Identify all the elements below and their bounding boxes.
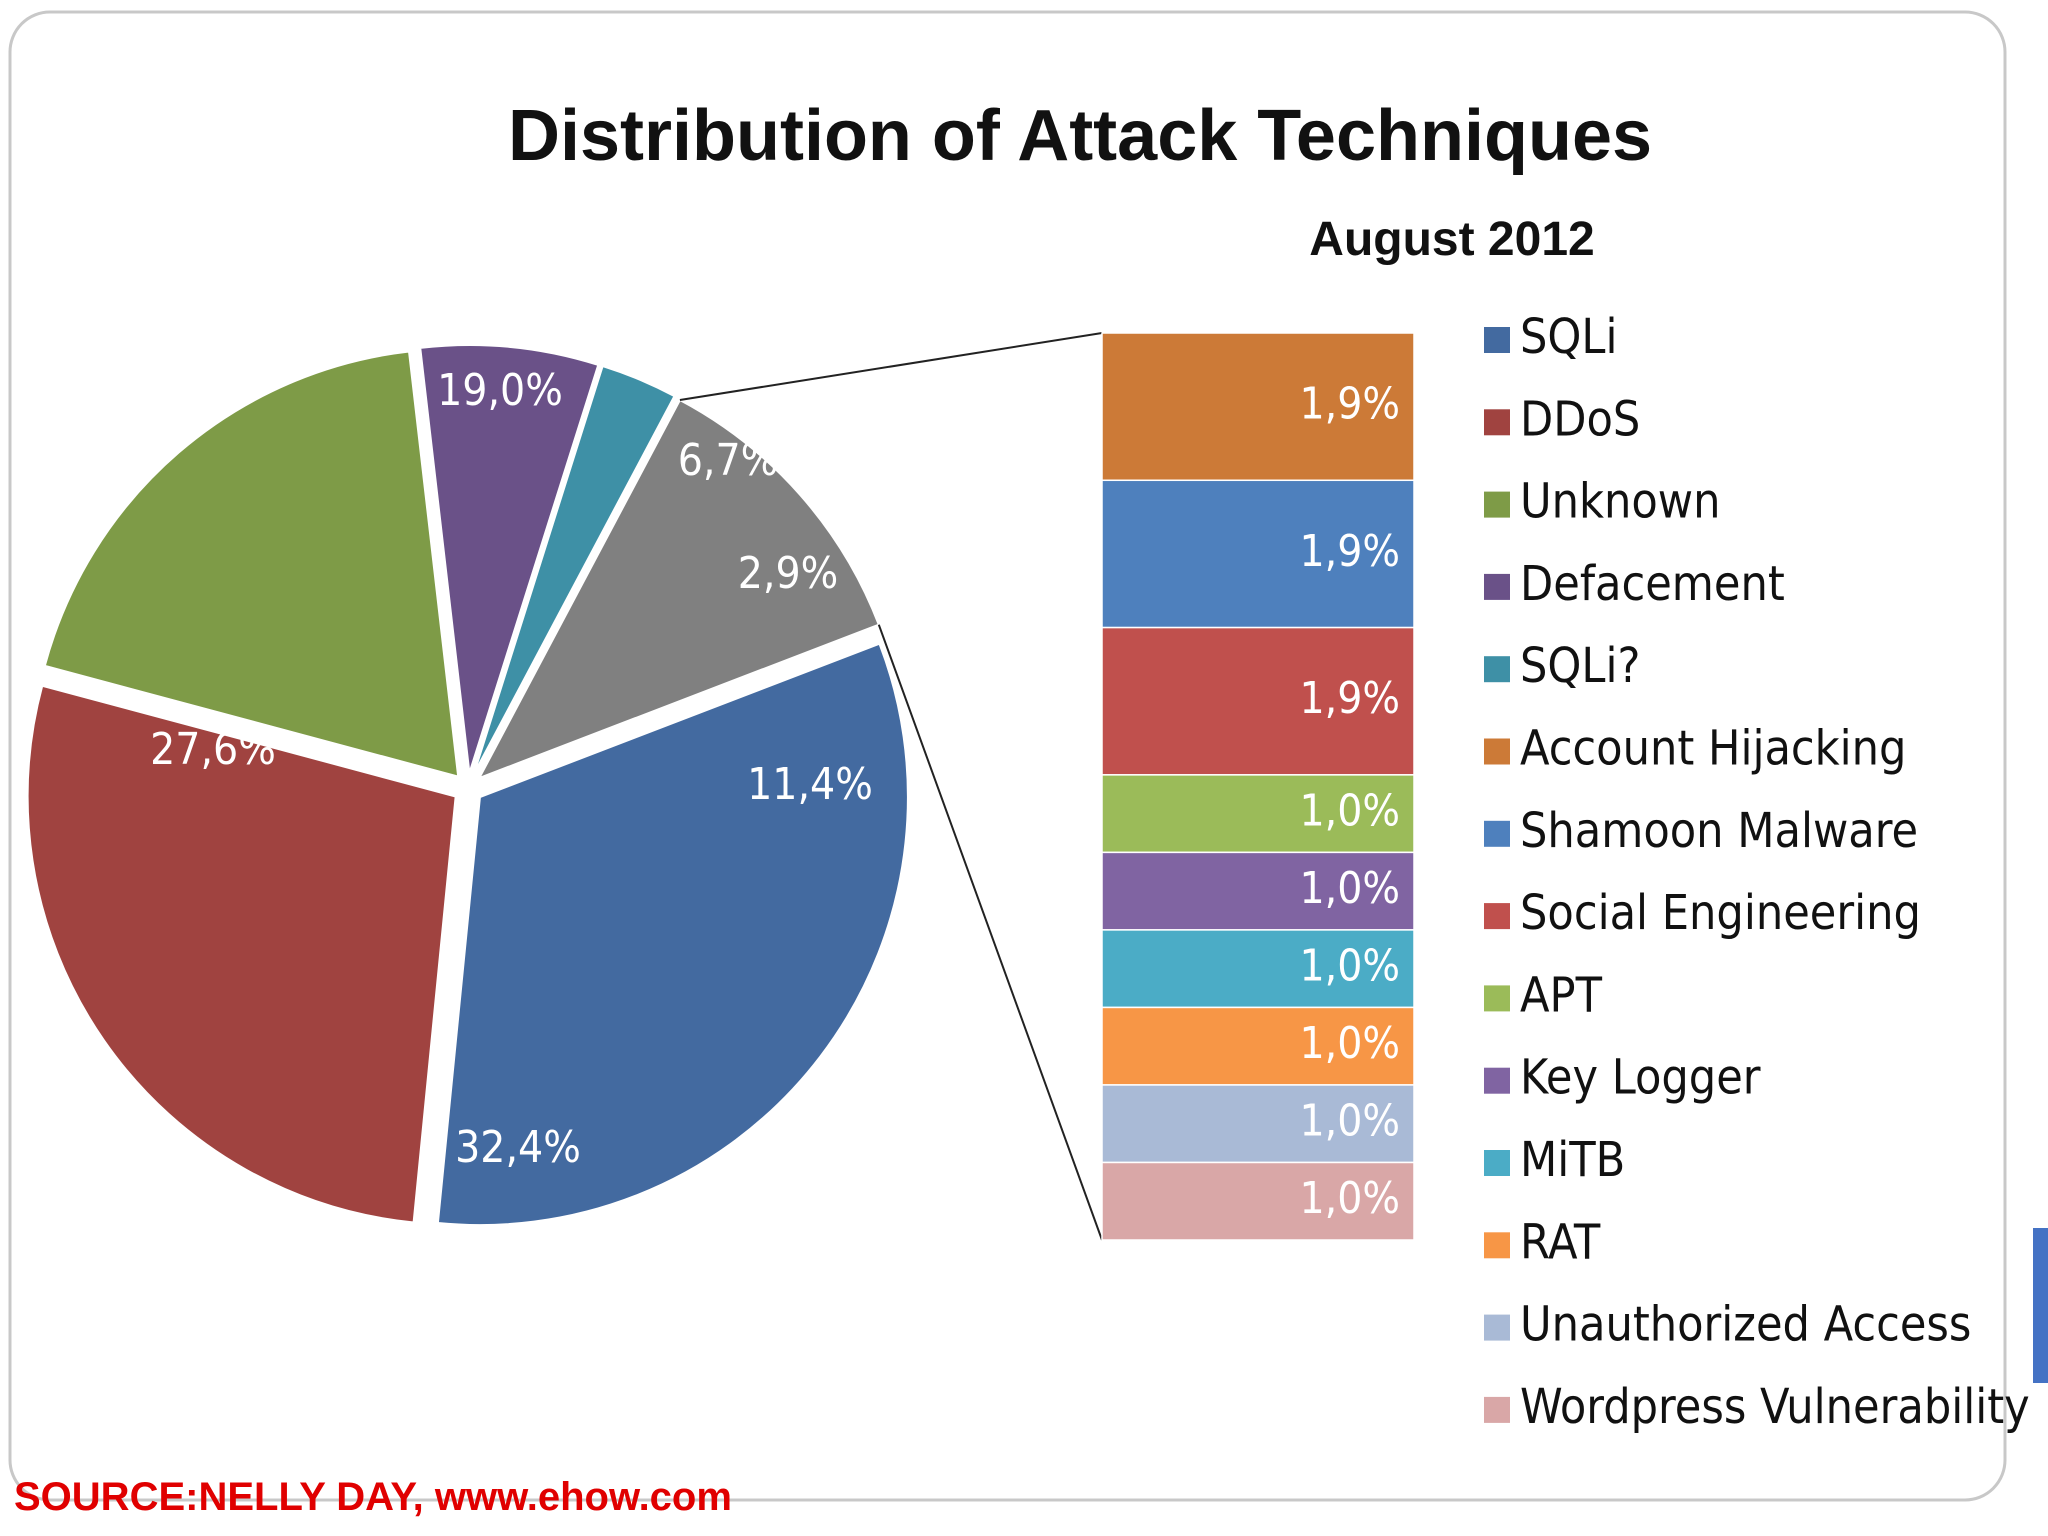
pie-data-label-sqli: 2,9% [738, 548, 839, 599]
bar-segment-account-hijacking [1101, 332, 1415, 482]
bar-data-label-rat: 1,0% [1299, 1018, 1400, 1069]
legend-label-key-logger: Key Logger [1520, 1050, 1761, 1106]
pie-slice-ddos [26, 684, 457, 1224]
chart-subtitle: August 2012 [1309, 213, 1594, 266]
legend-swatch-sqli [1484, 327, 1510, 353]
legend-swatch-defacement [1484, 573, 1510, 600]
bar-data-label-key-logger: 1,0% [1299, 863, 1400, 914]
slide-side-tab [2033, 1228, 2048, 1383]
legend-label-sqli: SQLi? [1520, 638, 1640, 694]
bar-data-label-shamoon-malware: 1,9% [1299, 526, 1400, 577]
legend-swatch-rat [1484, 1232, 1510, 1259]
bar-segment-apt [1101, 774, 1415, 854]
legend-label-wordpress-vulnerability: Wordpress Vulnerability [1520, 1379, 2030, 1435]
bar-segment-social-engineering [1101, 626, 1415, 776]
bar-data-label-unauthorized-access: 1,0% [1299, 1096, 1400, 1147]
legend: SQLi DDoS Unknown Defacement SQLi? Account Hi… [1484, 309, 2030, 1435]
legend-swatch-ddos [1484, 409, 1510, 436]
bar-data-label-wordpress-vulnerability: 1,0% [1299, 1173, 1400, 1224]
legend-label-account-hijacking: Account Hijacking [1520, 721, 1906, 777]
legend-swatch-mitb [1484, 1150, 1510, 1176]
bar-segment-unauthorized-access [1101, 1084, 1415, 1164]
legend-label-social-engineering: Social Engineering [1520, 885, 1921, 941]
legend-swatch-unauthorized-access [1484, 1314, 1510, 1341]
legend-label-unknown: Unknown [1520, 474, 1720, 530]
pie-slice-defacement [419, 344, 600, 774]
pie: 32,4% 27,6% 19,0% 6,7% 2,9% 11,4% [26, 344, 909, 1227]
bar-data-label-social-engineering: 1,9% [1299, 673, 1400, 724]
legend-swatch-sqli [1484, 656, 1510, 683]
pie-data-label-ddos: 27,6% [150, 724, 276, 775]
legend-swatch-social-engineering [1484, 903, 1510, 930]
legend-swatch-wordpress-vulnerability [1484, 1396, 1510, 1423]
legend-label-ddos: DDoS [1520, 391, 1640, 447]
bar-data-label-mitb: 1,0% [1299, 941, 1400, 992]
chart-title: Distribution of Attack Techniques [508, 96, 1652, 176]
legend-swatch-apt [1484, 985, 1510, 1012]
pie-slice-sqli [472, 364, 676, 775]
bar-segment-shamoon-malware [1101, 479, 1415, 629]
connector-line-top [679, 332, 1103, 402]
bar-data-label-account-hijacking: 1,9% [1299, 379, 1400, 430]
bar-segment-wordpress-vulnerability [1101, 1161, 1415, 1241]
bar-data-label-apt: 1,0% [1299, 786, 1400, 837]
legend-swatch-key-logger [1484, 1067, 1510, 1094]
legend-label-mitb: MiTB [1520, 1132, 1625, 1188]
legend-label-defacement: Defacement [1520, 556, 1785, 612]
legend-swatch-account-hijacking [1484, 738, 1510, 765]
legend-label-shamoon-malware: Shamoon Malware [1520, 803, 1918, 859]
legend-label-rat: RAT [1520, 1214, 1601, 1270]
pie-slice-unknown [43, 350, 460, 778]
legend-label-sqli: SQLi [1520, 309, 1617, 365]
bar-segment-key-logger [1101, 851, 1415, 931]
pie-slice-other [477, 398, 881, 780]
pie-data-label-defacement: 6,7% [678, 435, 779, 486]
breakdown-stacked-bar: 1,9% 1,9% 1,9% 1,0% 1,0% 1,0% 1,0% 1,0% 1,0% [1101, 332, 1415, 1241]
legend-label-apt: APT [1520, 967, 1603, 1023]
pie-data-label-sqli: 32,4% [455, 1122, 581, 1173]
pie-slice-sqli [436, 642, 909, 1227]
pie-data-label-unknown: 19,0% [437, 365, 563, 416]
legend-swatch-shamoon-malware [1484, 820, 1510, 847]
bar-segment-rat [1101, 1006, 1415, 1086]
legend-swatch-unknown [1484, 491, 1510, 518]
pie-to-bar-connector [679, 332, 1103, 1241]
legend-label-unauthorized-access: Unauthorized Access [1520, 1297, 1971, 1353]
pie-data-label-other: 11,4% [747, 759, 873, 810]
bar-segment-mitb [1101, 929, 1415, 1009]
connector-line-bottom [877, 624, 1103, 1241]
source-credit: SOURCE:NELLY DAY, www.ehow.com [14, 1475, 732, 1519]
